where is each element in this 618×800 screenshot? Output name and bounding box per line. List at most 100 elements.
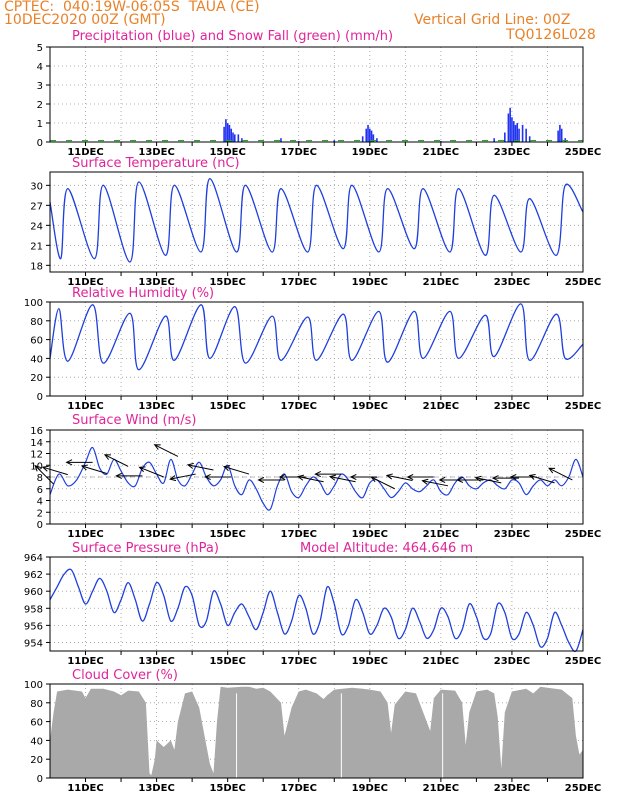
precip-bar <box>280 138 282 142</box>
precip-bar <box>509 107 511 142</box>
wind-arrow <box>298 476 324 483</box>
wind-arrow <box>81 465 107 474</box>
wind-xtick-label: 23DEC <box>494 529 530 540</box>
precip-bar <box>365 128 368 142</box>
precip-bar <box>223 126 225 142</box>
wind-xtick-label: 13DEC <box>138 529 174 540</box>
wind-ytick-label: 2 <box>37 508 43 519</box>
precip-bar <box>525 128 527 142</box>
wind-ytick-label: 16 <box>30 426 43 437</box>
wind-xtick-label: 25DEC <box>565 529 601 540</box>
temp-frame <box>49 171 584 273</box>
pressure-ytick-label: 958 <box>24 604 43 615</box>
wind-arrow-head <box>456 476 464 483</box>
cloud-ytick-label: 100 <box>24 680 43 691</box>
rh-ytick-label: 80 <box>30 317 43 328</box>
precip-bar <box>369 128 371 142</box>
wind-arrow-head <box>115 472 123 479</box>
pressure-xtick-label: 17DEC <box>281 656 317 667</box>
precip-bar <box>228 124 231 142</box>
cloud-xtick-label: 25DEC <box>565 783 601 794</box>
wind-ytick-label: 14 <box>30 438 43 449</box>
wind-ytick-label: 12 <box>30 450 43 461</box>
rh-xtick-label: 15DEC <box>209 401 245 412</box>
wind-xtick-label: 19DEC <box>352 529 388 540</box>
precip-bar <box>511 117 513 142</box>
cloud-ytick-label: 40 <box>30 736 43 747</box>
wind-arrow <box>386 474 413 482</box>
precip-bar <box>521 124 524 142</box>
precip-ytick-label: 1 <box>37 119 43 130</box>
wind-arrow <box>529 474 555 484</box>
precip-bar <box>528 136 531 142</box>
precip-ytick-label: 4 <box>37 62 43 73</box>
wind-speed-line <box>49 447 584 511</box>
precip-xtick-label: 13DEC <box>138 147 174 158</box>
precip-bar <box>370 130 373 142</box>
wind-arrow-head <box>314 471 321 478</box>
precip-panel: 0 1 2 3 4 5 11DEC 13DEC 15DEC 17DEC 19DEC 21DEC 23DE… <box>37 29 602 158</box>
precip-xtick-label: 19DEC <box>352 147 388 158</box>
pressure-xtick-label: 25DEC <box>565 656 601 667</box>
pressure-ytick-label: 964 <box>24 553 43 564</box>
wind-arrow <box>170 473 196 480</box>
precip-bar <box>516 123 519 142</box>
header-run-date: 10DEC2020 00Z (GMT) <box>4 12 166 28</box>
wind-arrow-head <box>257 476 265 483</box>
header-model-code: TQ0126L028 <box>506 27 596 43</box>
wind-ytick-label: 6 <box>37 485 43 496</box>
temp-xtick-label: 19DEC <box>352 277 388 288</box>
precip-bar <box>507 113 510 142</box>
rh-ytick-label: 40 <box>30 354 43 365</box>
temp-xtick-label: 15DEC <box>209 277 245 288</box>
rh-xtick-label: 19DEC <box>352 401 388 412</box>
cloud-ytick-label: 60 <box>30 718 43 729</box>
precip-bar <box>230 128 233 142</box>
pressure-xtick-label: 23DEC <box>494 656 530 667</box>
rh-ytick-label: 100 <box>24 298 43 309</box>
rh-xtick-label: 25DEC <box>565 401 601 412</box>
wind-arrow-head <box>385 473 393 480</box>
temp-panel: 18 21 24 27 30 11DEC 13DEC 15DEC 17DEC 19DEC 21DEC… <box>30 156 601 288</box>
cloud-xtick-label: 19DEC <box>352 783 388 794</box>
precip-bar <box>512 121 515 142</box>
header-grid-line: Vertical Grid Line: 00Z <box>414 12 571 28</box>
wind-arrow <box>371 476 395 490</box>
cloud-xtick-label: 17DEC <box>281 783 317 794</box>
temp-ytick-label: 27 <box>30 201 43 212</box>
header-location: CPTEC: 040:19W-06:05S TAUA (CE) <box>4 0 260 15</box>
temp-series-line <box>49 178 584 263</box>
rh-xtick-label: 13DEC <box>138 401 174 412</box>
cloud-xtick-label: 13DEC <box>138 783 174 794</box>
wind-ytick-label: 0 <box>37 520 43 531</box>
wind-arrow <box>223 466 250 475</box>
wind-arrow <box>104 454 129 467</box>
wind-arrow <box>187 464 214 471</box>
temp-title: Surface Temperature (nC) <box>72 156 240 171</box>
precip-bar <box>361 136 364 142</box>
precip-bar <box>225 119 227 142</box>
wind-xtick-label: 17DEC <box>281 529 317 540</box>
precip-bar <box>493 138 495 142</box>
cloud-ytick-label: 0 <box>37 774 43 785</box>
pressure-xtick-label: 15DEC <box>209 656 245 667</box>
wind-arrow-head <box>296 474 305 481</box>
temp-xtick-label: 21DEC <box>423 277 459 288</box>
pressure-ytick-label: 956 <box>24 621 43 632</box>
precip-bar <box>233 134 236 142</box>
precip-bar <box>333 140 336 142</box>
rh-xtick-label: 23DEC <box>494 401 530 412</box>
precip-bar <box>514 124 517 142</box>
wind-arrow-head <box>528 473 536 480</box>
precip-ytick-label: 2 <box>37 100 43 111</box>
precip-ytick-label: 0 <box>37 138 43 149</box>
wind-arrow-head <box>222 465 231 472</box>
pressure-xtick-label: 11DEC <box>67 656 103 667</box>
wind-arrow-head <box>421 478 429 485</box>
wind-arrow <box>154 444 179 457</box>
wind-xtick-label: 21DEC <box>423 529 459 540</box>
precip-bar <box>504 132 506 142</box>
